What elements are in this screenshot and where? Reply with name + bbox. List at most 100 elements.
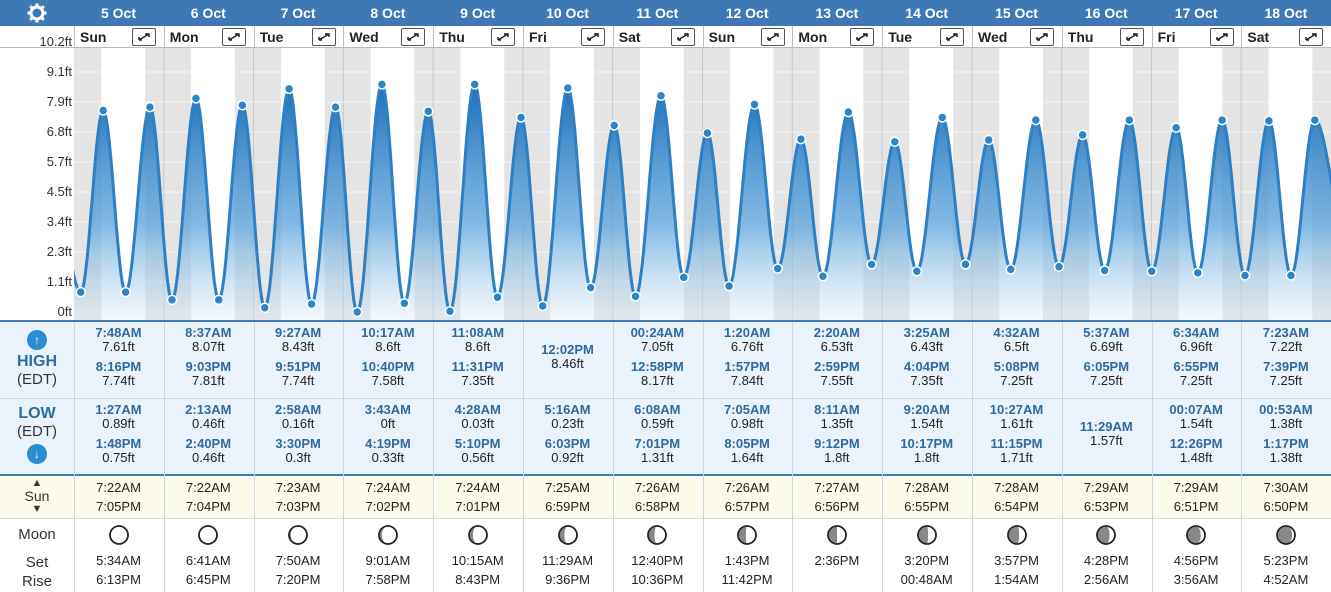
tide-extreme-point: [866, 259, 877, 270]
low-tide-time: 10:27AM: [989, 402, 1044, 417]
sun-times-cell: 7:28AM 6:54PM: [972, 478, 1061, 516]
expand-day-button[interactable]: [1209, 28, 1234, 46]
low-tide-height: 1.8ft: [824, 450, 850, 465]
y-axis-tick: 7.9ft: [46, 94, 72, 109]
sun-times-cell: 7:29AM 6:53PM: [1062, 478, 1151, 516]
tide-extreme-point: [1285, 270, 1297, 281]
expand-arrows-icon: [1126, 33, 1138, 41]
expand-day-button[interactable]: [132, 28, 156, 46]
expand-arrows-icon: [766, 33, 779, 41]
sun-times-cell: 7:26AM 6:58PM: [613, 478, 702, 516]
low-tide-height: 0.3ft: [285, 450, 311, 465]
high-tide-time: 9:27AM: [274, 325, 322, 340]
tide-extreme-point: [259, 302, 271, 314]
sun-times-cell: 7:27AM 6:56PM: [792, 478, 881, 516]
sunrise-sunset-icon: ▲: [31, 477, 43, 489]
moonset-time: 11:29AM: [541, 553, 594, 568]
expand-day-button[interactable]: [760, 28, 785, 46]
tide-extreme-point: [1124, 114, 1135, 126]
high-tide-time: 8:16PM: [95, 359, 142, 374]
high-tide-height: 7.35ft: [910, 373, 943, 388]
low-tide-height: 1.48ft: [1179, 450, 1213, 465]
moon-cell: 10:15AM 8:43PM: [433, 524, 522, 589]
moonrise-time: 6:13PM: [96, 572, 141, 587]
low-tide-height: 0.59ft: [641, 416, 674, 431]
date-label: 11 Oct: [636, 5, 679, 21]
sunset-time: 6:51PM: [1173, 499, 1219, 514]
expand-day-button[interactable]: [581, 28, 605, 46]
tide-extreme-point: [330, 101, 341, 113]
tide-extreme-point: [585, 282, 596, 293]
tide-extreme-point: [1146, 265, 1158, 277]
moon-phase-icon: [1006, 525, 1027, 545]
tide-extreme-point: [190, 93, 202, 104]
day-column-header: Wed: [343, 26, 431, 48]
low-tide-time: 6:03PM: [544, 436, 591, 451]
expand-day-button[interactable]: [1030, 28, 1054, 46]
moon-phase-icon: [288, 525, 308, 545]
high-tide-cell: 12:02PM 8.46ft: [523, 343, 612, 377]
sun-row: [0, 476, 1331, 518]
tide-extreme-point: [843, 106, 854, 118]
tide-line: [74, 82, 1331, 315]
expand-day-button[interactable]: [850, 28, 875, 46]
high-tide-height: 8.6ft: [465, 339, 491, 354]
expand-day-button[interactable]: [311, 28, 336, 46]
high-tide-time: 3:25AM: [903, 325, 950, 340]
high-tide-height: 6.96ft: [1179, 339, 1213, 354]
low-tide-cell: 3:43AM 0ft 4:19PM 0.33ft: [343, 403, 432, 465]
moonrise-time: 00:48AM: [900, 572, 953, 587]
column-divider: [343, 26, 345, 48]
moon-cell: 12:40PM 10:36PM: [613, 524, 702, 589]
tide-extreme-point: [399, 298, 410, 309]
moon-cell: 1:43PM 11:42PM: [703, 524, 792, 589]
tide-extreme-point: [492, 291, 503, 303]
expand-day-button[interactable]: [940, 28, 965, 46]
tide-extreme-point: [1216, 114, 1228, 126]
high-tide-time: 5:08PM: [993, 359, 1040, 374]
high-tide-height: 7.74ft: [102, 373, 135, 388]
moon-phase-icon: [467, 525, 488, 545]
low-tide-cell: 6:08AM 0.59ft 7:01PM 1.31ft: [613, 403, 702, 465]
expand-day-button[interactable]: [1299, 28, 1324, 46]
low-tide-height: 1.64ft: [730, 450, 764, 465]
column-divider: [1241, 322, 1243, 592]
high-tide-height: 7.74ft: [281, 373, 315, 388]
expand-day-button[interactable]: [1119, 28, 1144, 46]
high-tide-height: 7.81ft: [192, 373, 225, 388]
low-tide-time: 9:12PM: [814, 436, 860, 451]
column-divider: [792, 322, 794, 592]
low-tide-height: 1.57ft: [1090, 433, 1123, 448]
expand-day-button[interactable]: [401, 28, 426, 46]
low-tide-height: 0.56ft: [461, 450, 494, 465]
tide-extreme-point: [608, 120, 620, 131]
expand-day-button[interactable]: [221, 28, 246, 46]
high-tide-cell: 11:08AM 8.6ft 11:31PM 7.35ft: [433, 326, 522, 388]
tide-extreme-point: [723, 280, 735, 292]
high-tide-label: ↑ HIGH (EDT): [0, 330, 74, 388]
moonrise-time: 4:52AM: [1263, 572, 1309, 587]
low-tide-height: 0.46ft: [192, 416, 225, 431]
tide-extreme-point: [678, 272, 690, 283]
moonrise-time: 7:20PM: [275, 572, 321, 587]
high-tide-time: 9:03PM: [185, 359, 232, 374]
weekday-label: Sat: [618, 29, 641, 45]
low-tide-time: 9:20AM: [903, 402, 950, 417]
low-tide-time: 1:17PM: [1263, 436, 1309, 451]
high-tide-cell: 2:20AM 6.53ft 2:59PM 7.55ft: [792, 326, 881, 388]
sunset-time: 6:58PM: [634, 499, 680, 514]
settings-button[interactable]: [0, 0, 74, 26]
moon-phase-icon: [1276, 525, 1296, 545]
expand-arrows-icon: [317, 33, 330, 41]
y-axis-tick: 0ft: [57, 304, 72, 319]
tide-extreme-point: [655, 90, 667, 101]
expand-day-button[interactable]: [491, 28, 516, 46]
moonset-time: 1:43PM: [724, 553, 770, 568]
moon-cell: 2:36PM: [792, 524, 881, 570]
tide-extreme-point: [795, 133, 807, 145]
arrow-up-icon: ↑: [27, 330, 47, 350]
column-divider: [882, 26, 884, 48]
sunset-time: 6:55PM: [904, 499, 950, 514]
weekday-label: Wed: [978, 29, 1008, 45]
expand-day-button[interactable]: [670, 28, 695, 46]
